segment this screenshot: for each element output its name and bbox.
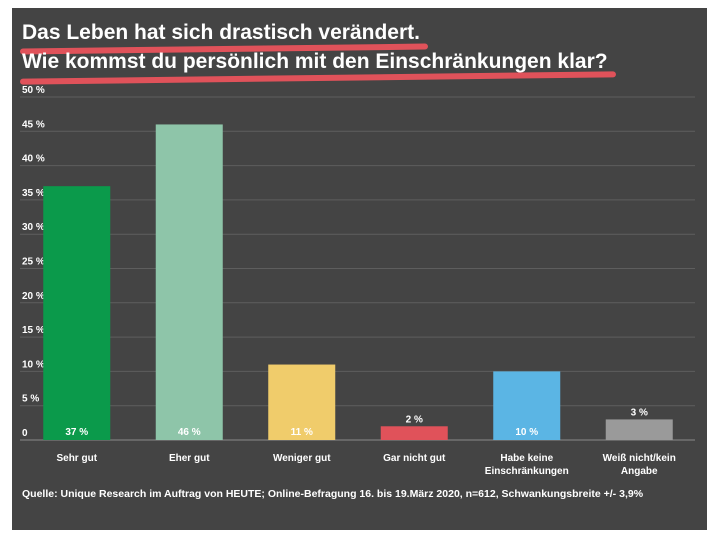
- data-label: 46 %: [178, 427, 201, 438]
- y-tick-label: 25 %: [22, 257, 45, 268]
- x-tick-label: Einschränkungen: [485, 466, 569, 477]
- y-tick-label: 15 %: [22, 325, 45, 336]
- y-tick-label: 30 %: [22, 222, 45, 233]
- chart-title-line-2: Wie kommst du persönlich mit den Einschr…: [19, 49, 616, 85]
- bar: [493, 371, 561, 440]
- y-tick-label: 40 %: [22, 154, 45, 165]
- y-tick-label: 45 %: [22, 119, 45, 130]
- data-label: 10 %: [515, 427, 538, 438]
- x-tick-label: Habe keine: [500, 453, 553, 464]
- bar: [43, 186, 111, 440]
- data-label: 11 %: [291, 427, 313, 438]
- chart-panel: Das Leben hat sich drastisch verändert. …: [12, 8, 707, 530]
- y-tick-label: 50 %: [22, 85, 45, 96]
- x-tick-label: Weiß nicht/kein: [603, 453, 676, 464]
- y-tick-label: 35 %: [22, 188, 45, 199]
- y-tick-label: 5 %: [22, 394, 39, 405]
- y-tick-label: 20 %: [22, 291, 45, 302]
- chart-title-text-2: Wie kommst du persönlich mit den Einschr…: [22, 50, 608, 73]
- source-note: Quelle: Unique Research im Auftrag von H…: [22, 488, 644, 500]
- chart-title-line-1: Das Leben hat sich drastisch verändert.: [19, 20, 429, 55]
- x-tick-label: Sehr gut: [56, 453, 97, 464]
- chart-title-text-1: Das Leben hat sich drastisch verändert.: [22, 21, 420, 44]
- bar-chart: 0 5 % 10 % 15 % 20 % 25 % 30 % 35 % 40 % 45 % 50 %…: [20, 85, 695, 477]
- data-label: 2 %: [406, 414, 423, 425]
- bar: [268, 364, 336, 440]
- y-tick-label: 0: [22, 428, 28, 439]
- bar: [380, 426, 448, 440]
- x-tick-label: Weniger gut: [273, 453, 331, 464]
- x-tick-label: Angabe: [621, 466, 658, 477]
- bar: [605, 419, 673, 440]
- y-tick-label: 10 %: [22, 359, 45, 370]
- data-label: 3 %: [631, 407, 648, 418]
- bar: [155, 124, 223, 440]
- x-tick-label: Eher gut: [169, 453, 210, 464]
- x-tick-label: Gar nicht gut: [383, 453, 446, 464]
- data-label: 37 %: [65, 427, 88, 438]
